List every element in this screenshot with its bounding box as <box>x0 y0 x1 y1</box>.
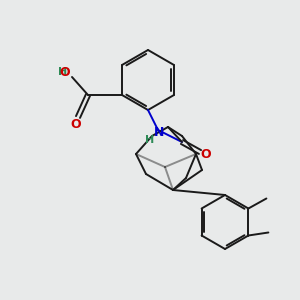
Text: H: H <box>146 135 154 145</box>
Text: H: H <box>58 67 68 77</box>
Text: O: O <box>59 65 70 79</box>
Text: O: O <box>201 148 211 160</box>
Text: O: O <box>71 118 81 130</box>
Text: N: N <box>154 125 164 139</box>
